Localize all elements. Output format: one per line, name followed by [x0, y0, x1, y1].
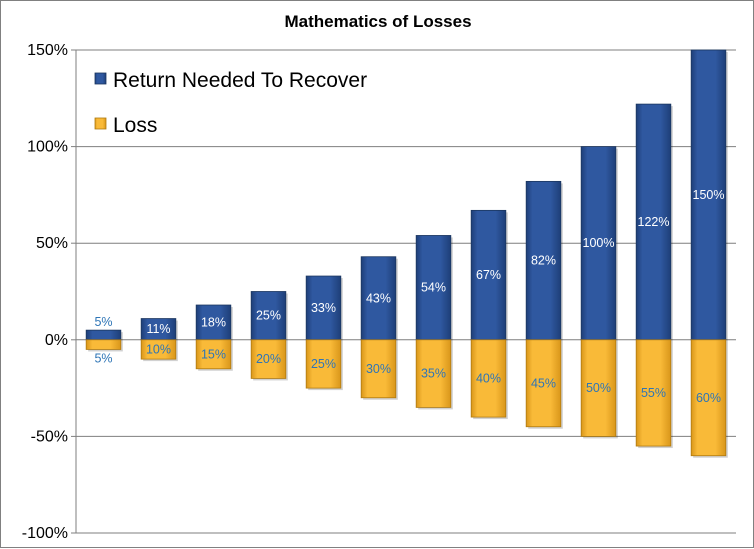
legend-label-loss: Loss	[113, 114, 157, 137]
data-label-return-needed: 18%	[201, 315, 226, 329]
y-tick-label: 0%	[45, 332, 68, 349]
data-label-return-needed: 100%	[583, 236, 615, 250]
bar-loss	[525, 339, 562, 428]
data-labels: 5% 5% 11% 10% 18% 15% 25% 20% 33% 25% 43% 30% 54% 35%…	[94, 188, 724, 405]
y-axis-ticks: 150% 100% 50% 0% -50% -100%	[22, 42, 68, 542]
data-label-loss: 20%	[256, 352, 281, 366]
data-label-loss: 45%	[531, 376, 556, 390]
bar-loss	[305, 339, 342, 389]
gridlines	[71, 49, 736, 534]
data-label-return-needed: 33%	[311, 301, 336, 315]
data-label-return-needed: 25%	[256, 309, 281, 323]
y-tick-label: 150%	[27, 42, 68, 59]
data-label-return-needed: 43%	[366, 291, 391, 305]
bar-return-needed	[415, 235, 452, 341]
chart-title: Mathematics of Losses	[284, 12, 471, 31]
legend-label-return-needed: Return Needed To Recover	[113, 69, 367, 92]
bar-return-needed	[305, 275, 342, 341]
data-label-loss: 40%	[476, 371, 501, 385]
data-label-return-needed: 122%	[638, 215, 670, 229]
bar-loss	[635, 339, 672, 447]
data-label-loss: 10%	[146, 342, 171, 356]
bar-return-needed	[85, 329, 122, 341]
bar-loss	[250, 339, 287, 379]
bar-loss	[470, 339, 507, 418]
y-tick-label: 100%	[27, 139, 68, 156]
data-label-loss: 30%	[366, 362, 391, 376]
legend-swatch-loss	[94, 117, 107, 130]
data-label-return-needed: 5%	[94, 315, 112, 329]
bars	[85, 49, 728, 458]
data-label-return-needed: 82%	[531, 254, 556, 268]
data-label-loss: 25%	[311, 357, 336, 371]
bar-return-needed	[580, 146, 617, 341]
bar-loss	[195, 339, 232, 370]
data-label-loss: 35%	[421, 367, 446, 381]
y-tick-label: -50%	[31, 428, 68, 445]
data-label-loss: 60%	[696, 391, 721, 405]
data-label-return-needed: 11%	[146, 322, 170, 336]
data-label-return-needed: 67%	[476, 268, 501, 282]
data-label-return-needed: 54%	[421, 281, 446, 295]
bar-return-needed	[525, 180, 562, 341]
bar-loss	[85, 339, 122, 350]
bar-return-needed	[690, 49, 727, 341]
bar-loss	[580, 339, 617, 437]
data-label-return-needed: 150%	[693, 188, 725, 202]
y-tick-label: 50%	[36, 235, 68, 252]
data-label-loss: 50%	[586, 381, 611, 395]
bar-return-needed	[470, 209, 507, 341]
bar-loss	[415, 339, 452, 408]
data-label-loss: 15%	[201, 347, 226, 361]
y-tick-label: -100%	[22, 525, 68, 542]
legend-swatch-return-needed	[94, 72, 107, 85]
data-label-loss: 55%	[641, 386, 666, 400]
bar-loss	[140, 339, 177, 360]
legend: Return Needed To Recover Loss	[94, 69, 367, 137]
bar-loss	[360, 339, 397, 399]
bar-loss	[690, 339, 727, 457]
bar-return-needed	[635, 103, 672, 341]
data-label-loss: 5%	[94, 351, 112, 365]
bar-return-needed	[360, 256, 397, 341]
